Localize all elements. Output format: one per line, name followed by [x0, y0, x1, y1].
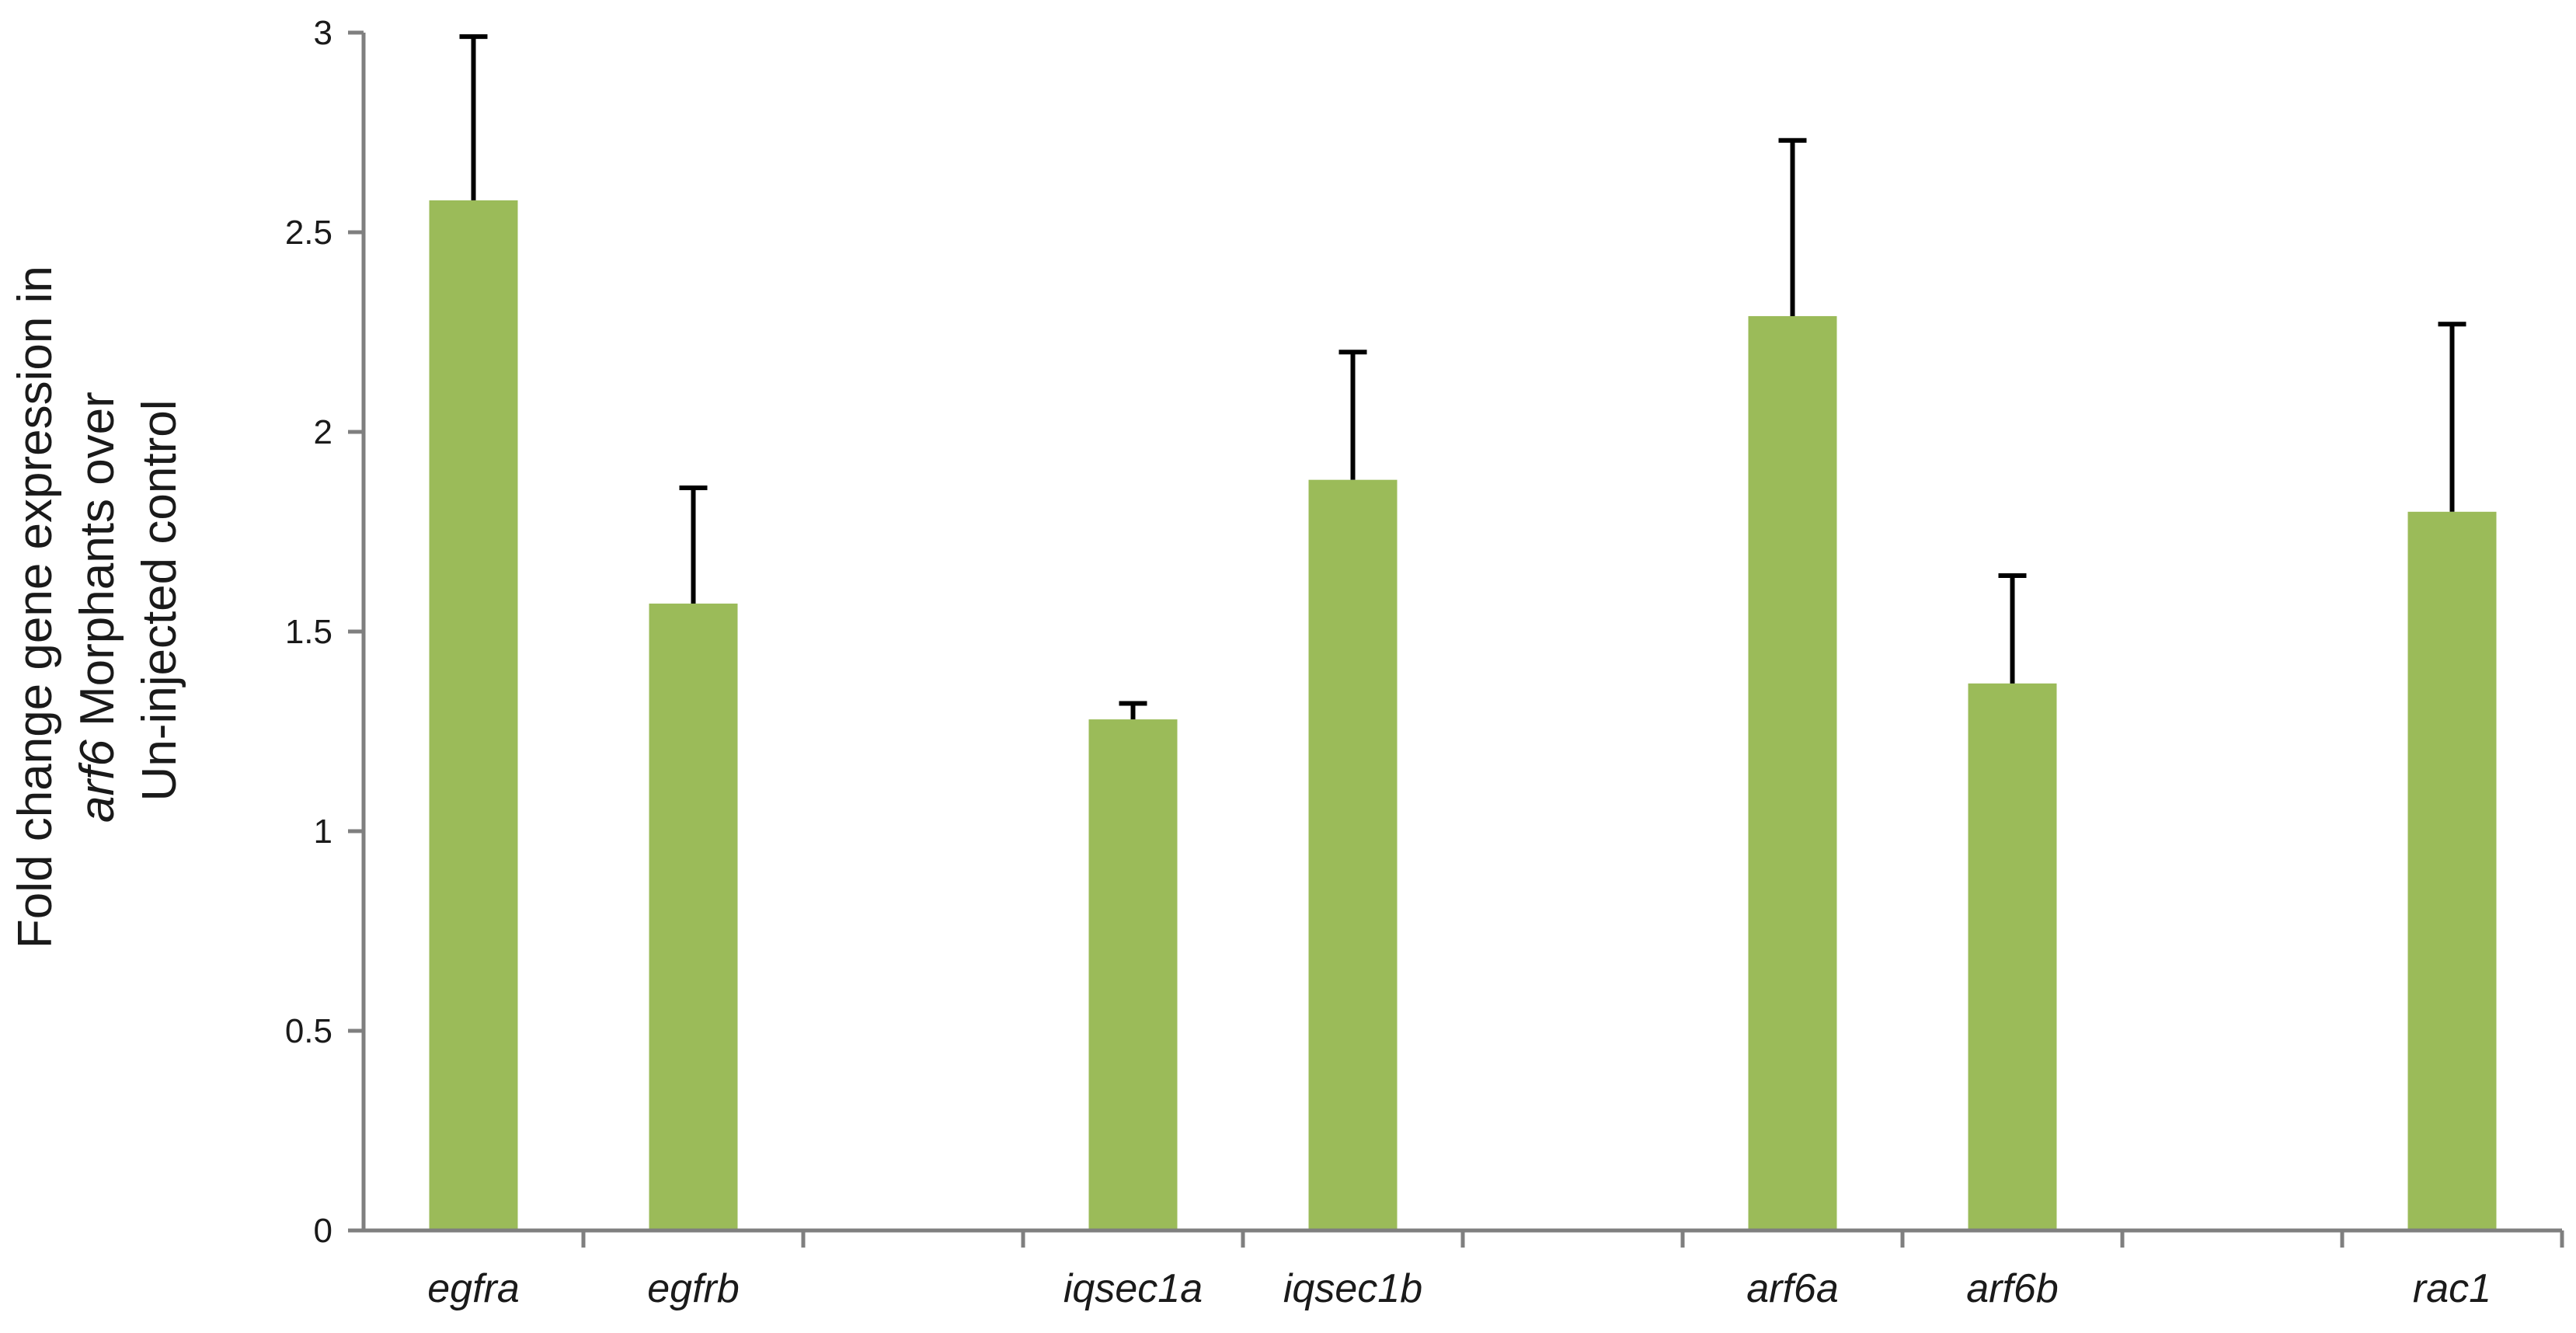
y-tick-label: 0.5 — [285, 1012, 332, 1050]
x-axis-ticks — [581, 1230, 2564, 1248]
y-tick-label: 0 — [314, 1212, 332, 1250]
x-tick-label-arf6b: arf6b — [1966, 1266, 2059, 1311]
y-tick-label: 1 — [314, 813, 332, 851]
x-tick-label-iqsec1b: iqsec1b — [1283, 1266, 1422, 1311]
bar-iqsec1b — [1308, 479, 1398, 1230]
y-tick-label: 3 — [314, 14, 332, 52]
y-axis-label-line1: Fold change gene expression in — [9, 266, 62, 948]
x-tick-label-rac1: rac1 — [2413, 1266, 2491, 1311]
x-tick-label-egfrb: egfrb — [647, 1266, 740, 1311]
bar-egfrb — [649, 604, 738, 1230]
bar-arf6a — [1748, 315, 1837, 1231]
category-labels: egfra egfrb iqsec1a iqsec1b arf6a arf6b rac1 — [427, 1266, 2491, 1311]
x-tick-label-arf6a: arf6a — [1746, 1266, 1839, 1311]
y-axis-label-line2-rest: Morphants over — [71, 392, 124, 740]
y-tick-label: 2.5 — [285, 214, 332, 252]
y-tick-label: 1.5 — [285, 613, 332, 651]
bars — [429, 200, 2497, 1231]
y-axis-label-line3: Un-injected control — [133, 400, 186, 802]
x-tick-label-egfra: egfra — [427, 1266, 520, 1311]
y-axis-ticks: 0 0.5 1 1.5 2 2.5 3 — [285, 14, 364, 1250]
bar-egfra — [429, 200, 518, 1230]
bar-rac1 — [2407, 511, 2497, 1230]
y-axis-label: Fold change gene expression in arf6 Morp… — [9, 252, 186, 948]
bar-arf6b — [1968, 683, 2057, 1230]
x-tick-label-iqsec1a: iqsec1a — [1063, 1266, 1203, 1311]
y-tick-label: 2 — [314, 413, 332, 451]
error-bars — [459, 34, 2466, 720]
bar-iqsec1a — [1088, 719, 1178, 1230]
y-axis-label-line2-italic: arf6 — [71, 740, 124, 823]
